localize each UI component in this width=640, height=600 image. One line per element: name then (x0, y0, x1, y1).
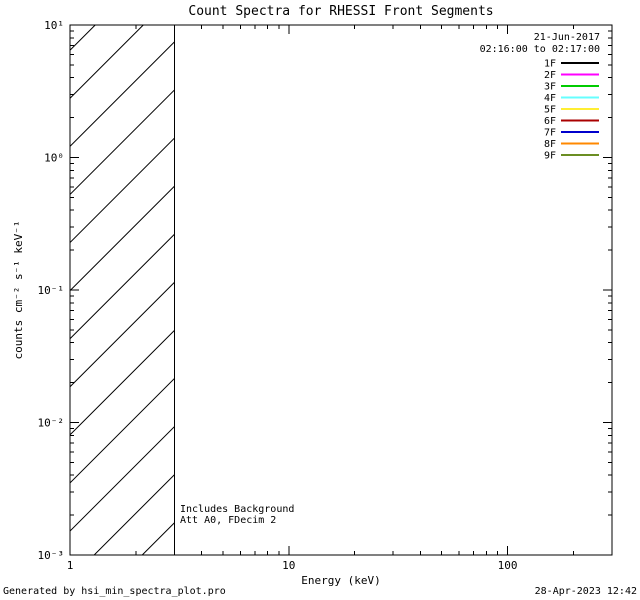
legend-label-2F: 2F (544, 70, 556, 81)
x-axis-label: Energy (keV) (301, 574, 380, 587)
annotation-att-fdecim: Att A0, FDecim 2 (180, 515, 276, 526)
y-tick-label: 10⁰ (44, 152, 64, 165)
legend-label-9F: 9F (544, 151, 556, 162)
y-tick-label: 10⁻³ (38, 549, 65, 562)
annotation-includes-background: Includes Background (180, 504, 294, 515)
y-axis-ticks: 10¹ 10⁰ 10⁻¹ 10⁻² 10⁻³ (38, 19, 612, 562)
legend-label-6F: 6F (544, 116, 556, 127)
footer-timestamp: 28-Apr-2023 12:42 (535, 586, 637, 597)
plot-title: Count Spectra for RHESSI Front Segments (188, 4, 493, 19)
x-tick-label: 100 (498, 559, 518, 572)
hatched-region (70, 25, 175, 555)
x-axis-ticks: 1 10 100 (67, 25, 613, 572)
legend-date: 21-Jun-2017 (534, 32, 600, 43)
legend-label-8F: 8F (544, 139, 556, 150)
legend-label-1F: 1F (544, 59, 556, 70)
x-tick-label: 10 (282, 559, 295, 572)
legend-label-4F: 4F (544, 93, 556, 104)
y-tick-label: 10¹ (44, 19, 64, 32)
y-axis-label: counts cm⁻² s⁻¹ keV⁻¹ (12, 220, 25, 359)
y-tick-label: 10⁻² (38, 417, 65, 430)
footer-generator: Generated by hsi_min_spectra_plot.pro (3, 586, 226, 597)
legend-label-5F: 5F (544, 105, 556, 116)
legend-label-3F: 3F (544, 82, 556, 93)
hatched-region-group (70, 25, 175, 555)
x-tick-label: 1 (67, 559, 74, 572)
legend-time-range: 02:16:00 to 02:17:00 (480, 44, 600, 55)
y-tick-label: 10⁻¹ (38, 284, 65, 297)
legend-label-7F: 7F (544, 128, 556, 139)
